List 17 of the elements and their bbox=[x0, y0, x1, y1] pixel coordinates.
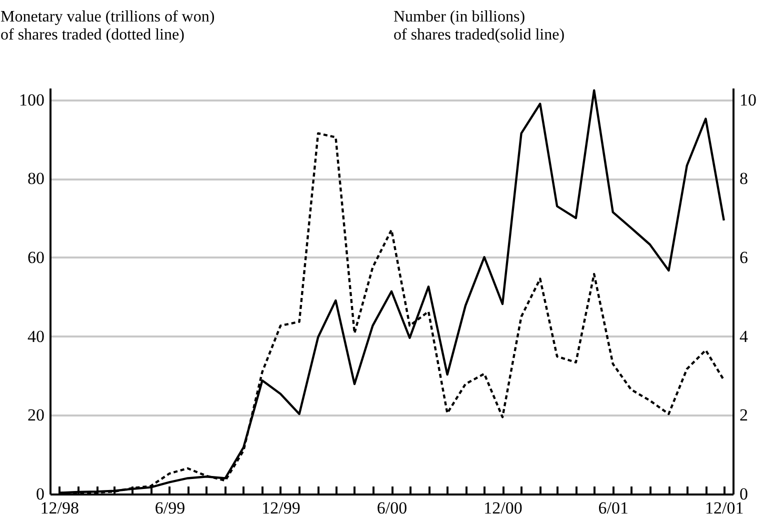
y2-tick-label: 10 bbox=[740, 90, 756, 110]
y2-tick-label: 8 bbox=[740, 169, 748, 188]
y-tick-label: 100 bbox=[19, 90, 44, 110]
y2-tick-label: 2 bbox=[740, 406, 748, 425]
y-tick-label: 60 bbox=[28, 248, 44, 267]
y-tick-label: 20 bbox=[28, 406, 44, 425]
y-tick-label: 80 bbox=[28, 169, 44, 188]
x-tick-label: 6/01 bbox=[598, 498, 629, 518]
y2-tick-label: 6 bbox=[740, 248, 748, 267]
x-tick-label: 6/00 bbox=[376, 498, 408, 518]
y2-axis-title: Number (in billions) of shares traded(solid line) bbox=[394, 8, 565, 44]
x-tick-label: 12/99 bbox=[262, 498, 300, 518]
x-tick-label: 12/00 bbox=[484, 498, 522, 518]
y-axis-title: Monetary value (trillions of won) of shares traded (dotted line) bbox=[0, 8, 215, 44]
y2-tick-label: 4 bbox=[740, 326, 748, 346]
x-tick-label: 6/99 bbox=[154, 498, 186, 518]
y-tick-label: 40 bbox=[28, 326, 44, 346]
